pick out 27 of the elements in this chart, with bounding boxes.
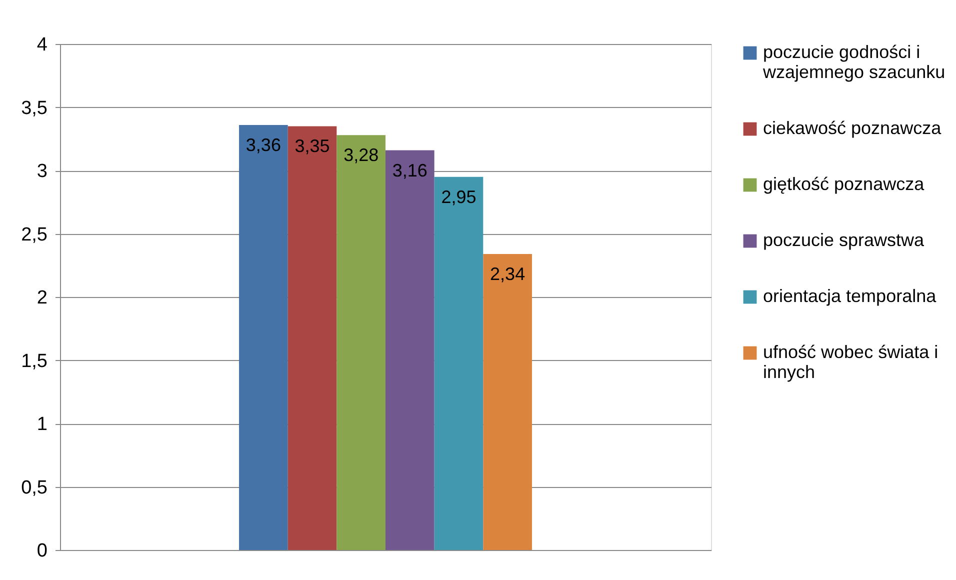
y-tick-label: 1 <box>36 414 48 435</box>
data-label: 2,95 <box>441 186 476 207</box>
legend-label: giętkość poznawcza <box>763 174 926 194</box>
data-label: 3,28 <box>344 145 379 166</box>
y-tick-label: 2 <box>36 288 48 308</box>
y-tick-label: 2,5 <box>21 224 48 246</box>
bar <box>336 135 386 550</box>
legend-label: poczucie sprawstwa <box>763 230 926 250</box>
bar <box>434 176 484 550</box>
legend-label: orientacja temporalna <box>763 286 938 306</box>
y-tick-label: 3 <box>36 161 48 182</box>
y-tick-label: 0 <box>36 540 48 562</box>
legend-label: ufność wobec świata i innych <box>763 342 938 382</box>
y-tick-label: 4 <box>36 34 48 56</box>
data-label: 3,16 <box>392 160 428 180</box>
y-tick-label: 3,5 <box>21 98 48 119</box>
bar <box>386 150 434 550</box>
data-label: 3,36 <box>246 134 281 155</box>
bar <box>483 254 532 550</box>
bar <box>239 124 288 550</box>
y-tick-label: 0,5 <box>21 477 48 498</box>
legend-label: poczucie godności i wzajemnego szacunku <box>762 42 946 82</box>
bar <box>288 126 337 550</box>
data-label: 3,35 <box>294 136 330 156</box>
data-label: 2,34 <box>490 264 526 284</box>
y-tick-label: 1,5 <box>21 350 48 372</box>
legend-label: ciekawość poznawcza <box>763 118 942 138</box>
